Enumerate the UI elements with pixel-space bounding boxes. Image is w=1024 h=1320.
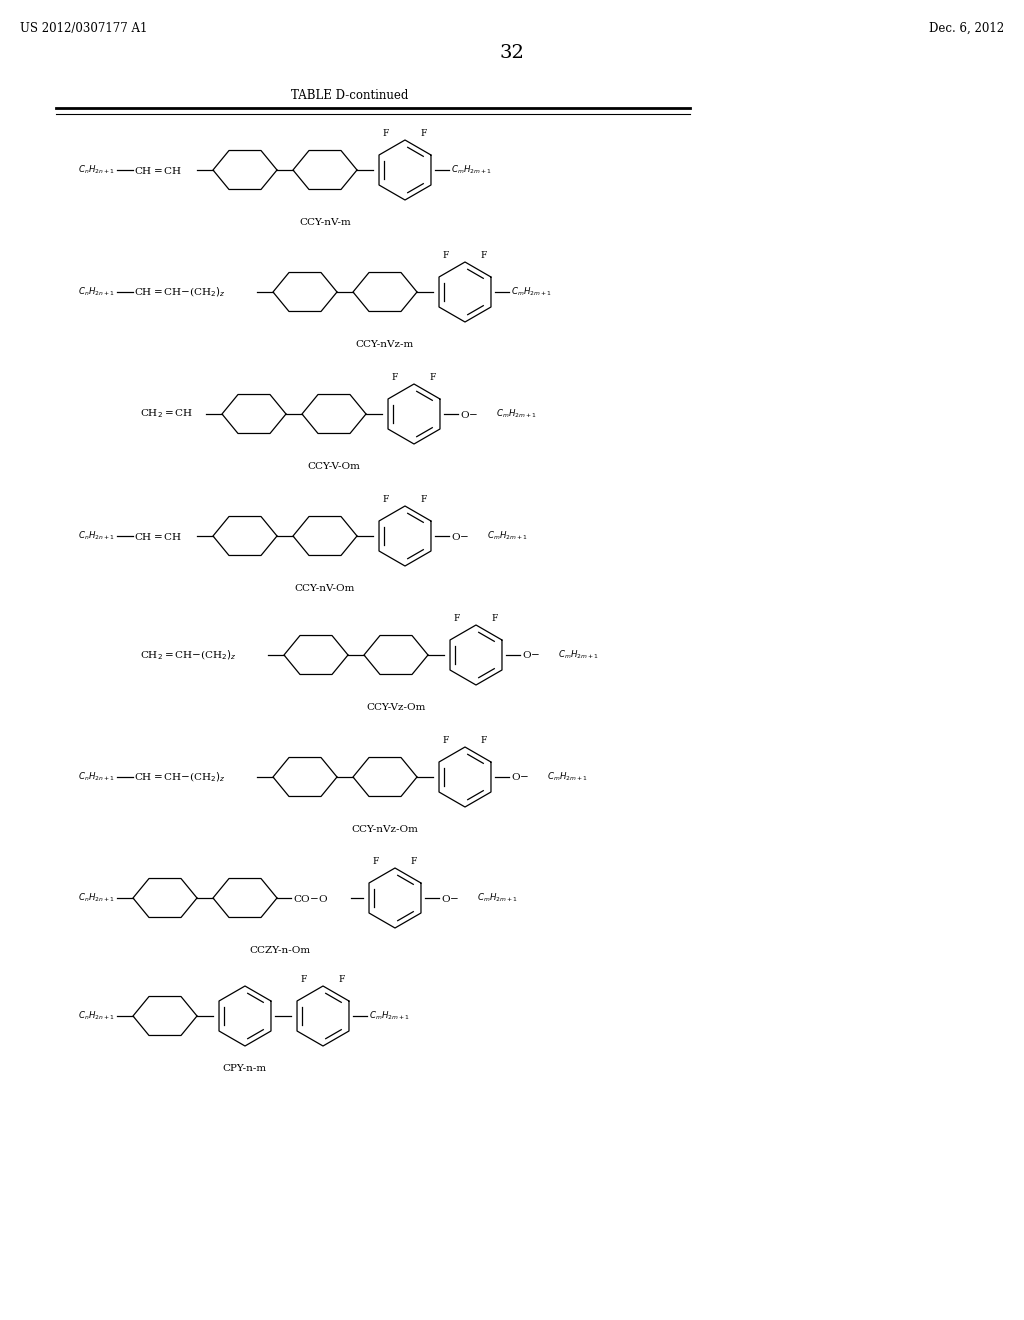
Text: CH$_2$$=$CH: CH$_2$$=$CH (140, 408, 194, 420)
Text: F: F (442, 737, 450, 744)
Text: F: F (430, 374, 436, 381)
Text: F: F (421, 495, 427, 504)
Text: $\mathit{C_mH_{2m+1}}$: $\mathit{C_mH_{2m+1}}$ (547, 771, 588, 783)
Text: CCY-nVz-m: CCY-nVz-m (356, 341, 414, 348)
Text: CCY-Vz-Om: CCY-Vz-Om (367, 704, 426, 711)
Text: F: F (481, 737, 487, 744)
Text: F: F (392, 374, 398, 381)
Text: $\mathit{C_nH_{2n+1}}$: $\mathit{C_nH_{2n+1}}$ (78, 892, 115, 904)
Text: F: F (442, 251, 450, 260)
Text: 32: 32 (500, 44, 524, 62)
Text: CH$=$CH: CH$=$CH (134, 531, 182, 541)
Text: F: F (421, 129, 427, 139)
Text: TABLE D-continued: TABLE D-continued (291, 88, 409, 102)
Text: F: F (339, 975, 345, 983)
Text: $\mathit{C_mH_{2m+1}}$: $\mathit{C_mH_{2m+1}}$ (558, 648, 599, 661)
Text: O$-$: O$-$ (441, 892, 459, 903)
Text: F: F (454, 614, 460, 623)
Text: $\mathit{C_mH_{2m+1}}$: $\mathit{C_mH_{2m+1}}$ (477, 892, 518, 904)
Text: Dec. 6, 2012: Dec. 6, 2012 (929, 22, 1004, 36)
Text: O$-$: O$-$ (511, 771, 529, 783)
Text: $\mathit{C_mH_{2m+1}}$: $\mathit{C_mH_{2m+1}}$ (496, 408, 537, 420)
Text: F: F (492, 614, 499, 623)
Text: $\mathit{C_mH_{2m+1}}$: $\mathit{C_mH_{2m+1}}$ (451, 164, 492, 177)
Text: F: F (481, 251, 487, 260)
Text: F: F (383, 129, 389, 139)
Text: $\mathit{C_mH_{2m+1}}$: $\mathit{C_mH_{2m+1}}$ (511, 285, 552, 298)
Text: CCZY-n-Om: CCZY-n-Om (250, 946, 310, 954)
Text: CCY-nV-Om: CCY-nV-Om (295, 583, 355, 593)
Text: $\mathit{C_nH_{2n+1}}$: $\mathit{C_nH_{2n+1}}$ (78, 771, 115, 783)
Text: $\mathit{C_nH_{2n+1}}$: $\mathit{C_nH_{2n+1}}$ (78, 285, 115, 298)
Text: F: F (383, 495, 389, 504)
Text: CPY-n-m: CPY-n-m (222, 1064, 266, 1073)
Text: CCY-nVz-Om: CCY-nVz-Om (351, 825, 419, 834)
Text: CCY-nV-m: CCY-nV-m (299, 218, 351, 227)
Text: F: F (411, 857, 417, 866)
Text: CO$-$O: CO$-$O (293, 892, 328, 903)
Text: O$-$: O$-$ (522, 649, 540, 660)
Text: O$-$: O$-$ (451, 531, 469, 541)
Text: CH$=$CH$-$(CH$_2)_z$: CH$=$CH$-$(CH$_2)_z$ (134, 770, 225, 784)
Text: CH$=$CH: CH$=$CH (134, 165, 182, 176)
Text: $\mathit{C_nH_{2n+1}}$: $\mathit{C_nH_{2n+1}}$ (78, 1010, 115, 1022)
Text: $\mathit{C_mH_{2m+1}}$: $\mathit{C_mH_{2m+1}}$ (369, 1010, 410, 1022)
Text: F: F (373, 857, 379, 866)
Text: $\mathit{C_nH_{2n+1}}$: $\mathit{C_nH_{2n+1}}$ (78, 164, 115, 177)
Text: CH$=$CH$-$(CH$_2)_z$: CH$=$CH$-$(CH$_2)_z$ (134, 285, 225, 298)
Text: CH$_2$$=$CH$-$(CH$_2)_z$: CH$_2$$=$CH$-$(CH$_2)_z$ (140, 648, 237, 661)
Text: O$-$: O$-$ (460, 408, 478, 420)
Text: $\mathit{C_mH_{2m+1}}$: $\mathit{C_mH_{2m+1}}$ (487, 529, 528, 543)
Text: F: F (301, 975, 307, 983)
Text: CCY-V-Om: CCY-V-Om (307, 462, 360, 471)
Text: $\mathit{C_nH_{2n+1}}$: $\mathit{C_nH_{2n+1}}$ (78, 529, 115, 543)
Text: US 2012/0307177 A1: US 2012/0307177 A1 (20, 22, 147, 36)
